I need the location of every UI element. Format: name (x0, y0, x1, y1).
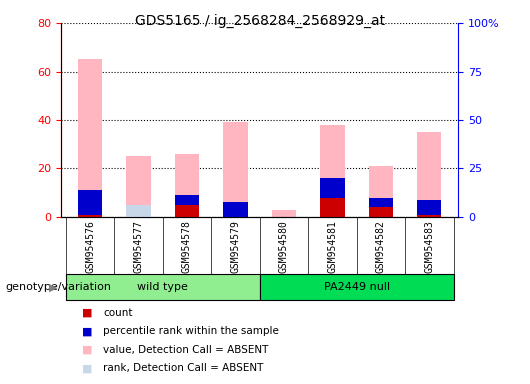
Text: GSM954577: GSM954577 (134, 220, 144, 273)
Bar (175, 154, 199, 217)
Text: value, Detection Call = ABSENT: value, Detection Call = ABSENT (103, 345, 269, 355)
Text: PA2449 null: PA2449 null (324, 282, 390, 292)
Text: rank, Detection Call = ABSENT: rank, Detection Call = ABSENT (103, 363, 264, 373)
Bar (417, 215, 441, 217)
Bar (369, 198, 393, 207)
Bar (223, 202, 248, 217)
Bar (417, 202, 441, 217)
Text: ■: ■ (82, 345, 93, 355)
Bar (320, 178, 344, 198)
Text: GSM954583: GSM954583 (425, 220, 435, 273)
Bar (369, 205, 393, 217)
Text: GSM954582: GSM954582 (376, 220, 386, 273)
Bar (126, 205, 151, 217)
Bar (78, 60, 102, 217)
Text: percentile rank within the sample: percentile rank within the sample (103, 326, 279, 336)
Text: wild type: wild type (137, 282, 188, 292)
Text: GSM954576: GSM954576 (85, 220, 95, 273)
Text: ■: ■ (82, 326, 93, 336)
Bar (175, 195, 199, 205)
Bar (223, 122, 248, 217)
Text: genotype/variation: genotype/variation (5, 282, 111, 292)
Text: count: count (103, 308, 133, 318)
Bar (78, 215, 102, 217)
Text: GDS5165 / ig_2568284_2568929_at: GDS5165 / ig_2568284_2568929_at (135, 13, 385, 28)
Bar (320, 198, 344, 217)
Text: ▶: ▶ (49, 282, 57, 292)
Bar (223, 202, 248, 217)
Bar (126, 156, 151, 217)
Bar (417, 132, 441, 217)
Text: GSM954580: GSM954580 (279, 220, 289, 273)
FancyBboxPatch shape (260, 274, 454, 300)
Text: GSM954578: GSM954578 (182, 220, 192, 273)
Text: ■: ■ (82, 308, 93, 318)
Text: GSM954579: GSM954579 (231, 220, 241, 273)
Text: GSM954581: GSM954581 (328, 220, 338, 273)
Bar (272, 210, 296, 217)
Bar (417, 200, 441, 215)
FancyBboxPatch shape (66, 274, 260, 300)
Bar (78, 193, 102, 217)
Bar (175, 205, 199, 217)
Bar (369, 166, 393, 217)
Text: ■: ■ (82, 363, 93, 373)
Bar (78, 190, 102, 215)
Bar (369, 207, 393, 217)
Bar (320, 125, 344, 217)
